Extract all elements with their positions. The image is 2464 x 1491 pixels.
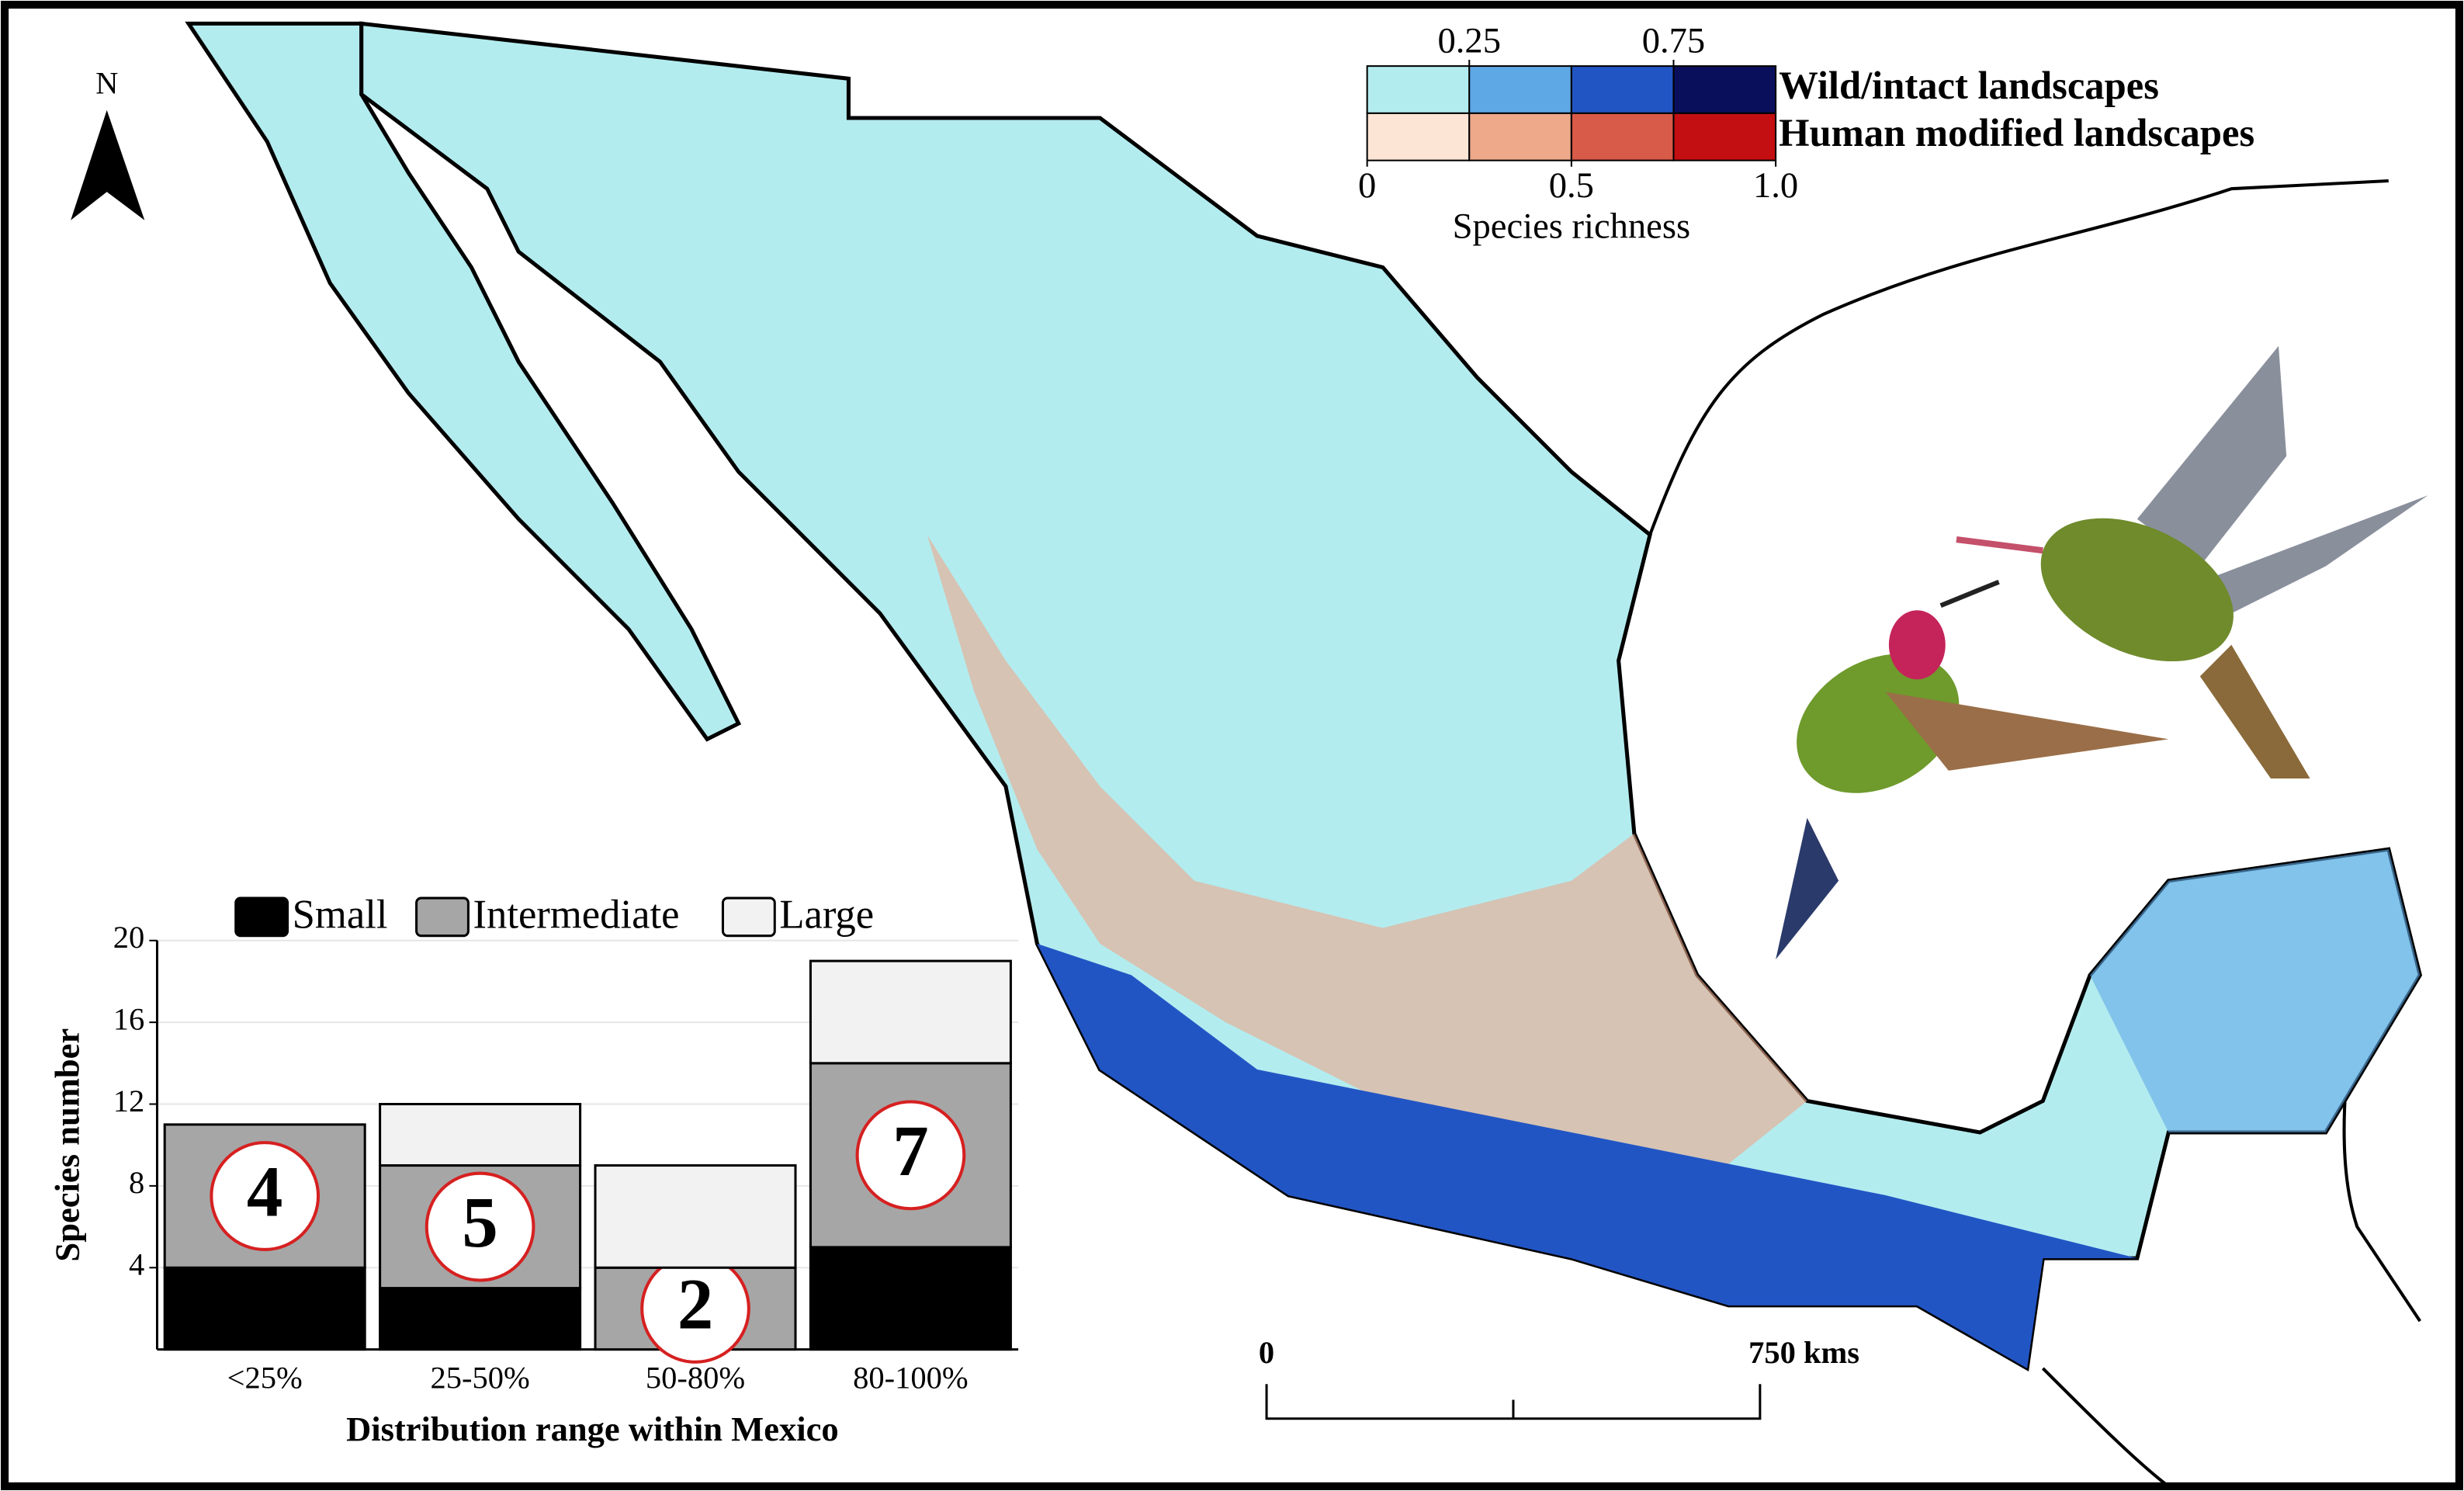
bar-segment <box>594 1164 797 1269</box>
annotation-circle <box>855 1100 966 1211</box>
x-tick-label: <25% <box>227 1360 303 1395</box>
legend-swatch <box>721 896 776 938</box>
y-tick-label: 16 <box>113 1001 144 1036</box>
coastline <box>1648 179 2389 536</box>
x-axis-label: Distribution range within Mexico <box>346 1410 839 1448</box>
legend-tick-label: 1.0 <box>1753 165 1798 206</box>
bar-segment <box>163 1266 366 1351</box>
legend-cell <box>1672 65 1777 114</box>
legend-row-label: Wild/intact landscapes <box>1779 64 2159 107</box>
legend-swatch <box>415 896 470 938</box>
x-tick-label: 50-80% <box>646 1360 745 1395</box>
legend-tick-label: 0 <box>1358 165 1376 206</box>
annotation: 5 <box>462 1183 498 1263</box>
legend-label: Intermediate <box>473 892 679 937</box>
annotation-circle <box>425 1171 535 1282</box>
north-label: N <box>95 66 118 101</box>
yucatan-area <box>2090 849 2421 1132</box>
x-tick-label: 25-50% <box>431 1360 530 1395</box>
legend-title: Species richness <box>1453 206 1690 247</box>
bar-segment <box>379 1102 582 1167</box>
annotation-circle <box>210 1141 321 1251</box>
y-tick-label: 8 <box>129 1165 144 1200</box>
legend-label: Large <box>779 892 874 937</box>
y-tick-label: 12 <box>113 1084 144 1118</box>
bar-segment <box>809 1246 1012 1351</box>
annotation: 7 <box>892 1111 929 1191</box>
legend-cell <box>1672 112 1777 161</box>
legend-label: Small <box>293 892 388 937</box>
hummingbird-illustration <box>1776 345 2428 960</box>
y-axis-label: Species number <box>47 1028 86 1262</box>
legend-cell <box>1468 65 1572 114</box>
modified-area <box>927 534 1807 1164</box>
legend-cell <box>1366 112 1471 161</box>
legend-swatch <box>234 896 289 938</box>
bar-segment <box>809 959 1012 1065</box>
scale-label: 0 <box>1259 1335 1274 1370</box>
baja-california <box>185 21 742 742</box>
legend-cell <box>1366 65 1471 114</box>
legend-cell <box>1570 65 1675 114</box>
scale-bar <box>1265 1384 1762 1420</box>
rich-area <box>1037 943 2137 1368</box>
legend-tick-label: 0.75 <box>1642 20 1705 61</box>
scale-label: 750 kms <box>1748 1335 1859 1370</box>
y-tick-label: 20 <box>113 920 144 955</box>
bar-segment <box>379 1287 582 1351</box>
legend-cell <box>1570 112 1675 161</box>
y-tick-label: 4 <box>129 1247 144 1282</box>
legend-cell <box>1468 112 1572 161</box>
annotation: 4 <box>247 1152 283 1232</box>
annotation: 2 <box>678 1264 714 1344</box>
north-arrow <box>71 109 145 220</box>
x-tick-label: 80-100% <box>853 1360 968 1395</box>
legend-row-label: Human modified landscapes <box>1779 111 2254 154</box>
legend-tick-label: 0.5 <box>1549 165 1594 206</box>
legend-tick-label: 0.25 <box>1438 20 1501 61</box>
